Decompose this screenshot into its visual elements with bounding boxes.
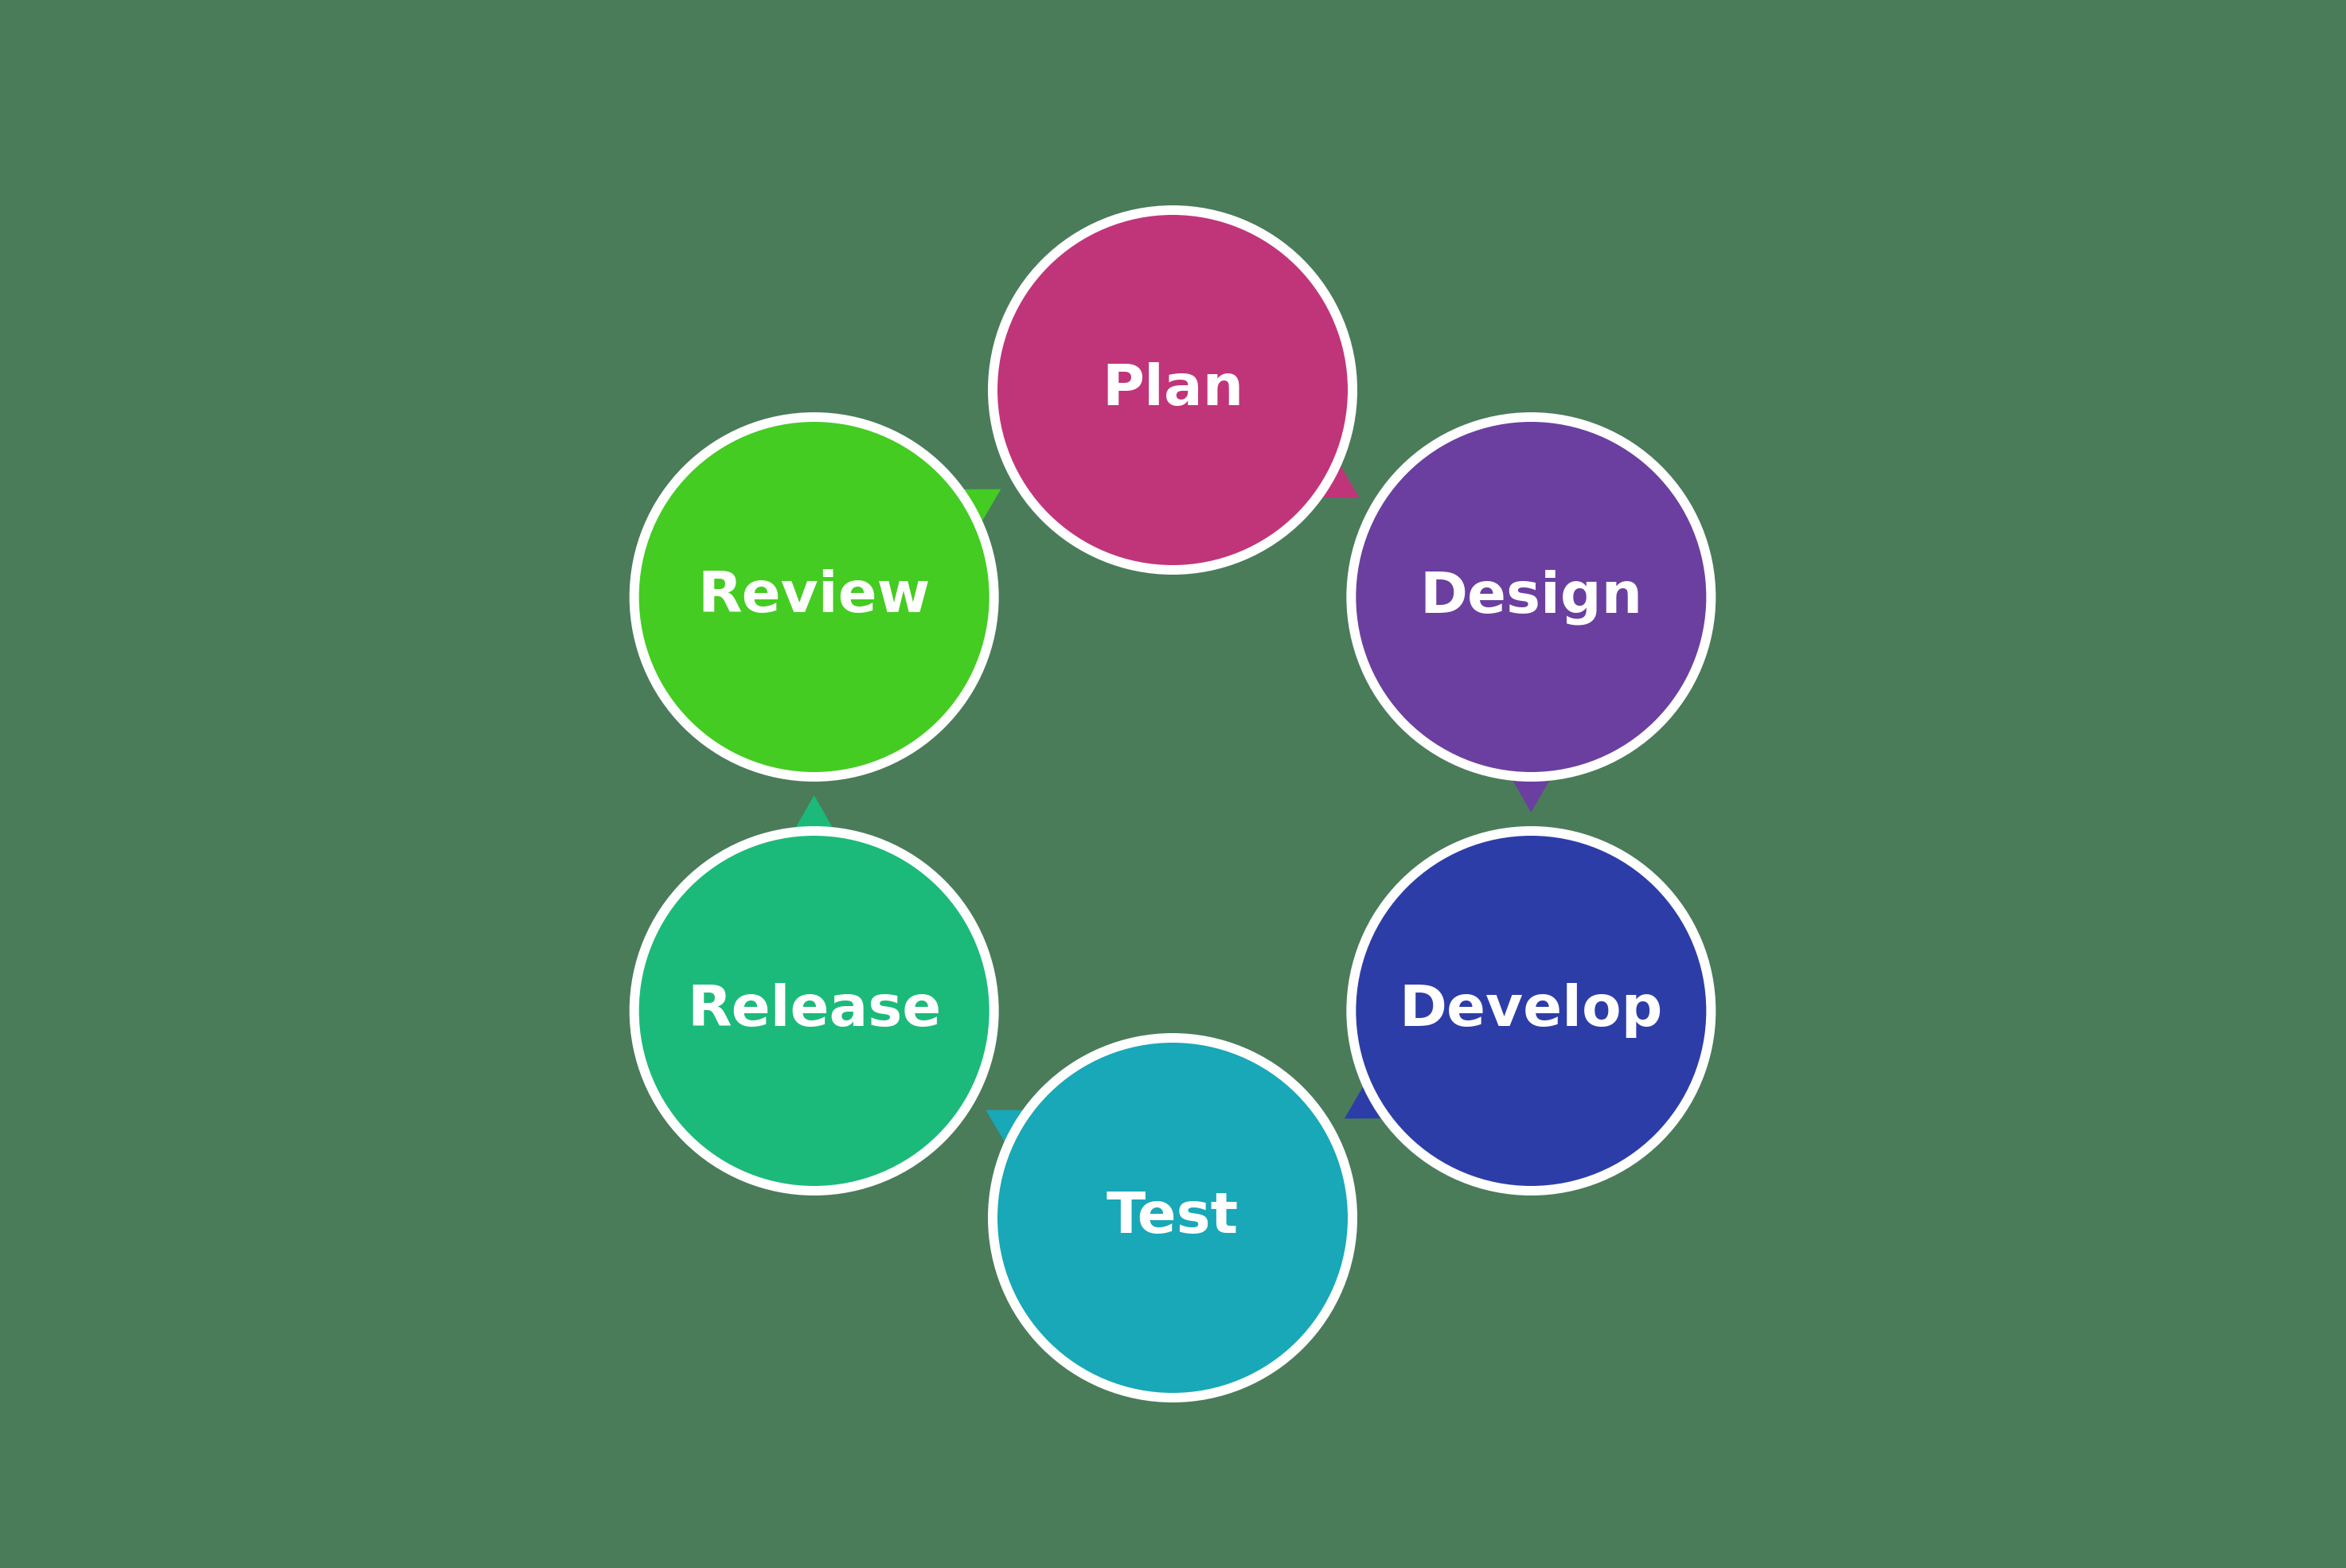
Circle shape [1347,412,1715,781]
Text: Test: Test [1107,1190,1239,1245]
FancyArrowPatch shape [1344,1041,1433,1118]
Circle shape [997,1043,1347,1392]
Text: Plan: Plan [1103,362,1243,417]
Circle shape [629,412,999,781]
Circle shape [629,826,999,1195]
Circle shape [638,836,990,1185]
FancyArrowPatch shape [1487,735,1574,812]
Circle shape [1347,826,1715,1195]
Text: Develop: Develop [1398,983,1663,1038]
FancyArrowPatch shape [1269,420,1358,497]
FancyArrowPatch shape [913,489,1002,566]
Text: Review: Review [697,569,931,624]
Circle shape [988,1033,1358,1402]
Text: Release: Release [687,983,941,1038]
Circle shape [988,205,1358,574]
FancyArrowPatch shape [769,795,859,873]
Circle shape [1356,422,1706,771]
Circle shape [1356,836,1706,1185]
FancyArrowPatch shape [985,1110,1074,1187]
Circle shape [638,422,990,771]
Text: Design: Design [1419,569,1642,624]
Circle shape [997,215,1347,564]
